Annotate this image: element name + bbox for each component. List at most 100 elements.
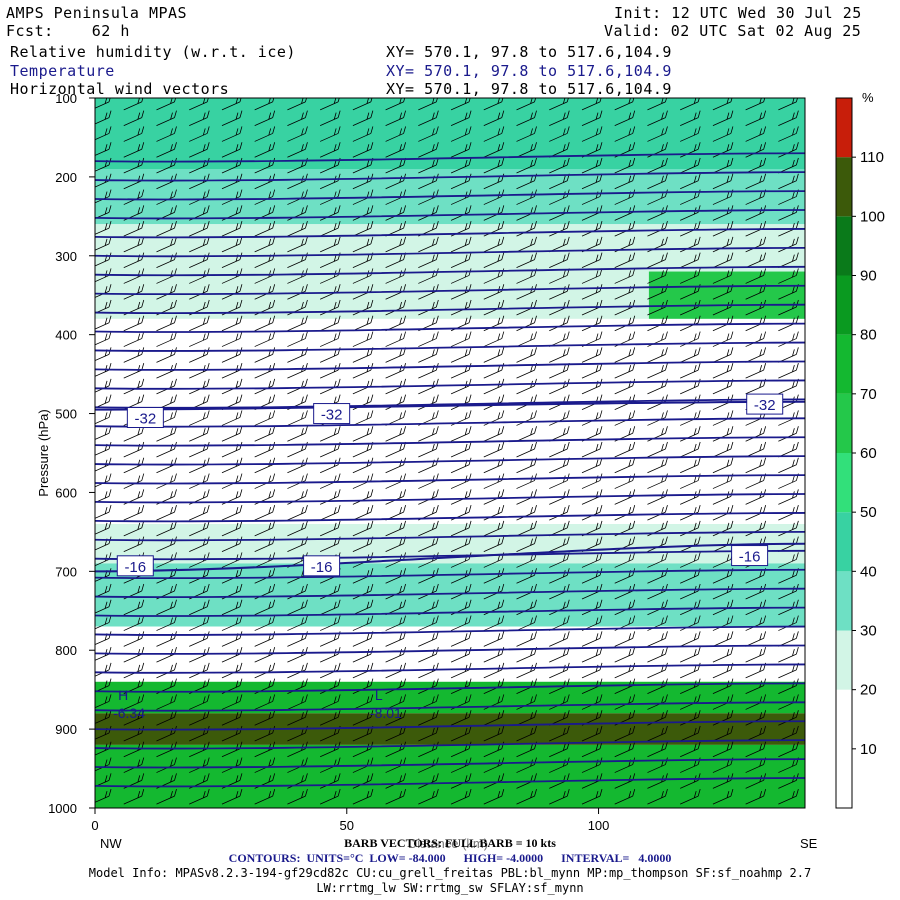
wind-barb bbox=[680, 457, 701, 474]
wind-barb bbox=[418, 378, 439, 395]
wind-barb bbox=[123, 315, 145, 332]
contour-label-box bbox=[303, 555, 341, 577]
isotherm-line bbox=[95, 549, 805, 561]
wind-barb bbox=[189, 473, 210, 489]
wind-barb bbox=[745, 110, 767, 127]
wind-barb bbox=[418, 331, 439, 347]
init-time: Init: 12 UTC Wed 30 Jul 25 bbox=[614, 4, 862, 22]
wind-barb bbox=[745, 741, 767, 758]
wind-barb bbox=[680, 157, 701, 174]
wind-barb bbox=[385, 142, 406, 158]
wind-barb bbox=[450, 426, 472, 442]
wind-barb bbox=[778, 126, 799, 142]
wind-barb bbox=[778, 173, 799, 190]
wind-barb bbox=[712, 647, 734, 663]
wind-barb bbox=[647, 552, 668, 568]
wind-barb bbox=[287, 426, 308, 442]
wind-barb bbox=[189, 284, 210, 300]
wind-barb bbox=[450, 520, 472, 537]
wind-barb bbox=[189, 110, 210, 127]
wind-barb bbox=[647, 520, 668, 537]
wind-barb bbox=[450, 773, 472, 789]
wind-barb bbox=[287, 236, 308, 253]
wind-barb bbox=[614, 552, 636, 568]
wind-barb bbox=[680, 426, 701, 442]
wind-barb bbox=[385, 236, 406, 253]
wind-barb bbox=[516, 615, 537, 631]
y-tick-label: 800 bbox=[55, 643, 77, 658]
y-tick-label: 400 bbox=[55, 328, 77, 343]
isotherm-line bbox=[95, 663, 805, 674]
wind-barb bbox=[647, 647, 668, 663]
y-tick-label: 700 bbox=[55, 564, 77, 579]
wind-barb bbox=[483, 505, 505, 521]
wind-barb bbox=[614, 457, 636, 474]
wind-barb bbox=[385, 520, 406, 537]
wind-barb bbox=[614, 173, 636, 190]
wind-barb bbox=[254, 221, 276, 237]
wind-barb bbox=[123, 126, 145, 142]
valid-time: Valid: 02 UTC Sat 02 Aug 25 bbox=[604, 22, 862, 40]
wind-barb bbox=[483, 410, 505, 426]
x-tick-label: 0 bbox=[91, 818, 98, 833]
contour-label: -32 bbox=[754, 397, 776, 414]
wind-barb bbox=[95, 583, 112, 598]
wind-barb bbox=[385, 789, 406, 805]
wind-barb bbox=[418, 110, 439, 127]
wind-barb bbox=[516, 789, 537, 805]
wind-barb bbox=[319, 789, 341, 805]
wind-barb bbox=[450, 441, 472, 458]
wind-barb bbox=[418, 568, 439, 584]
field-temp-name: Temperature bbox=[10, 62, 115, 80]
wind-barb bbox=[516, 441, 537, 458]
wind-barb bbox=[680, 331, 701, 347]
wind-barb bbox=[95, 773, 112, 788]
axes: 100 200 300 400 500 600 700 800 900 1000 0 50 100 Pre… bbox=[36, 91, 818, 851]
wind-barb bbox=[287, 678, 308, 695]
rh-shading bbox=[95, 98, 805, 808]
wind-barb bbox=[221, 789, 243, 805]
wind-barb bbox=[319, 426, 341, 442]
colorbar-label: 50 bbox=[860, 504, 877, 521]
wind-barb bbox=[549, 725, 570, 742]
wind-barb bbox=[516, 631, 537, 647]
wind-barb bbox=[712, 457, 734, 474]
wind-barb bbox=[123, 789, 145, 805]
wind-barb bbox=[319, 315, 341, 332]
y-tick-label: 300 bbox=[55, 249, 77, 264]
wind-barb bbox=[581, 126, 603, 142]
wind-barb bbox=[450, 631, 472, 647]
colorbar-label: 100 bbox=[860, 208, 885, 225]
wind-barb bbox=[712, 441, 734, 458]
wind-barb bbox=[254, 489, 276, 505]
wind-barb bbox=[483, 631, 505, 647]
wind-barb bbox=[123, 142, 145, 158]
wind-barb bbox=[614, 441, 636, 458]
wind-barb bbox=[516, 347, 537, 363]
wind-barb bbox=[418, 142, 439, 158]
wind-barb bbox=[287, 520, 308, 537]
wind-barb bbox=[385, 426, 406, 442]
wind-barb bbox=[189, 520, 210, 537]
wind-barb bbox=[680, 789, 701, 805]
wind-barb bbox=[189, 757, 210, 773]
wind-barb bbox=[614, 410, 636, 426]
isotherm-line bbox=[95, 190, 805, 201]
wind-barb bbox=[647, 457, 668, 474]
wind-barb bbox=[123, 221, 145, 237]
wind-barb bbox=[549, 789, 570, 805]
wind-barb bbox=[352, 142, 374, 158]
wind-barb bbox=[352, 426, 374, 442]
wind-barb bbox=[352, 110, 374, 127]
wind-barb bbox=[189, 142, 210, 158]
wind-barb bbox=[221, 473, 243, 489]
wind-barb bbox=[254, 315, 276, 332]
wind-barb bbox=[549, 252, 570, 269]
wind-barb bbox=[680, 741, 701, 758]
wind-barb bbox=[581, 631, 603, 647]
wind-barb bbox=[712, 789, 734, 805]
colorbar-label: 40 bbox=[860, 563, 877, 580]
y-tick-label: 100 bbox=[55, 91, 77, 106]
wind-barb bbox=[549, 347, 570, 363]
wind-barb bbox=[418, 583, 439, 600]
